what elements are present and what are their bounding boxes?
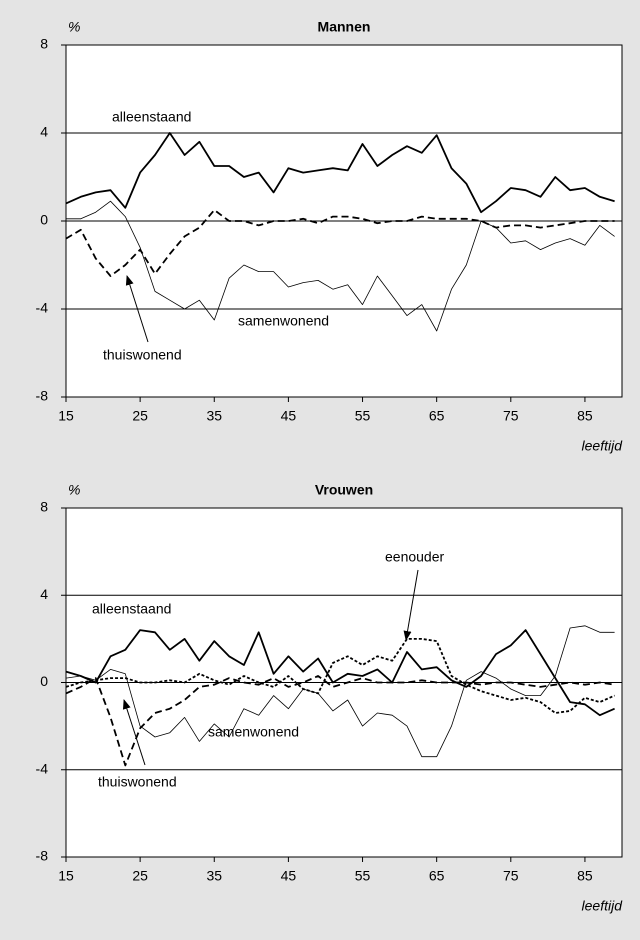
y-tick-label: -8 — [36, 388, 49, 404]
y-tick-label: 4 — [40, 586, 48, 602]
annotation-arrow — [403, 569, 419, 641]
x-tick-label: 35 — [206, 868, 222, 884]
annotation-arrow — [122, 699, 146, 766]
series-line — [65, 629, 615, 717]
x-tick-label: 85 — [577, 408, 593, 424]
x-tick-label: 85 — [577, 868, 593, 884]
x-tick-label: 55 — [355, 868, 371, 884]
x-tick-label: 25 — [132, 408, 148, 424]
chart-title: Mannen — [318, 19, 371, 35]
series-label: samenwonend — [208, 724, 299, 740]
series-line — [65, 638, 615, 714]
series-label: alleenstaand — [92, 601, 171, 617]
y-tick-label: -8 — [36, 848, 49, 864]
y-tick-label: 8 — [40, 499, 48, 515]
x-tick-label: 45 — [281, 868, 297, 884]
series-line — [66, 200, 615, 332]
x-tick-label: 75 — [503, 408, 519, 424]
series-line — [65, 625, 615, 758]
x-tick-label: 75 — [503, 868, 519, 884]
x-tick-label: 35 — [206, 408, 222, 424]
y-tick-label: 0 — [40, 212, 48, 228]
series-label: alleenstaand — [112, 109, 191, 125]
x-axis-label: leeftijd — [582, 438, 624, 454]
x-tick-label: 55 — [355, 408, 371, 424]
y-axis-label: % — [68, 482, 80, 498]
y-tick-label: -4 — [36, 760, 49, 776]
series-line — [65, 132, 615, 214]
x-axis-label: leeftijd — [582, 898, 624, 914]
x-tick-label: 45 — [281, 408, 297, 424]
x-tick-label: 25 — [132, 868, 148, 884]
x-tick-label: 15 — [58, 868, 74, 884]
x-tick-label: 65 — [429, 408, 445, 424]
x-tick-label: 15 — [58, 408, 74, 424]
series-line — [65, 675, 615, 767]
x-tick-label: 65 — [429, 868, 445, 884]
y-tick-label: 0 — [40, 673, 48, 689]
y-tick-label: 4 — [40, 124, 48, 140]
series-line — [65, 209, 615, 277]
annotation-arrow — [125, 275, 149, 343]
y-axis-label: % — [68, 19, 80, 35]
series-label: thuiswonend — [98, 774, 177, 790]
y-tick-label: 8 — [40, 36, 48, 52]
series-label: samenwonend — [238, 313, 329, 329]
y-tick-label: -4 — [36, 300, 49, 316]
chart-title: Vrouwen — [315, 482, 373, 498]
series-label: thuiswonend — [103, 347, 182, 363]
series-label: eenouder — [385, 549, 445, 565]
